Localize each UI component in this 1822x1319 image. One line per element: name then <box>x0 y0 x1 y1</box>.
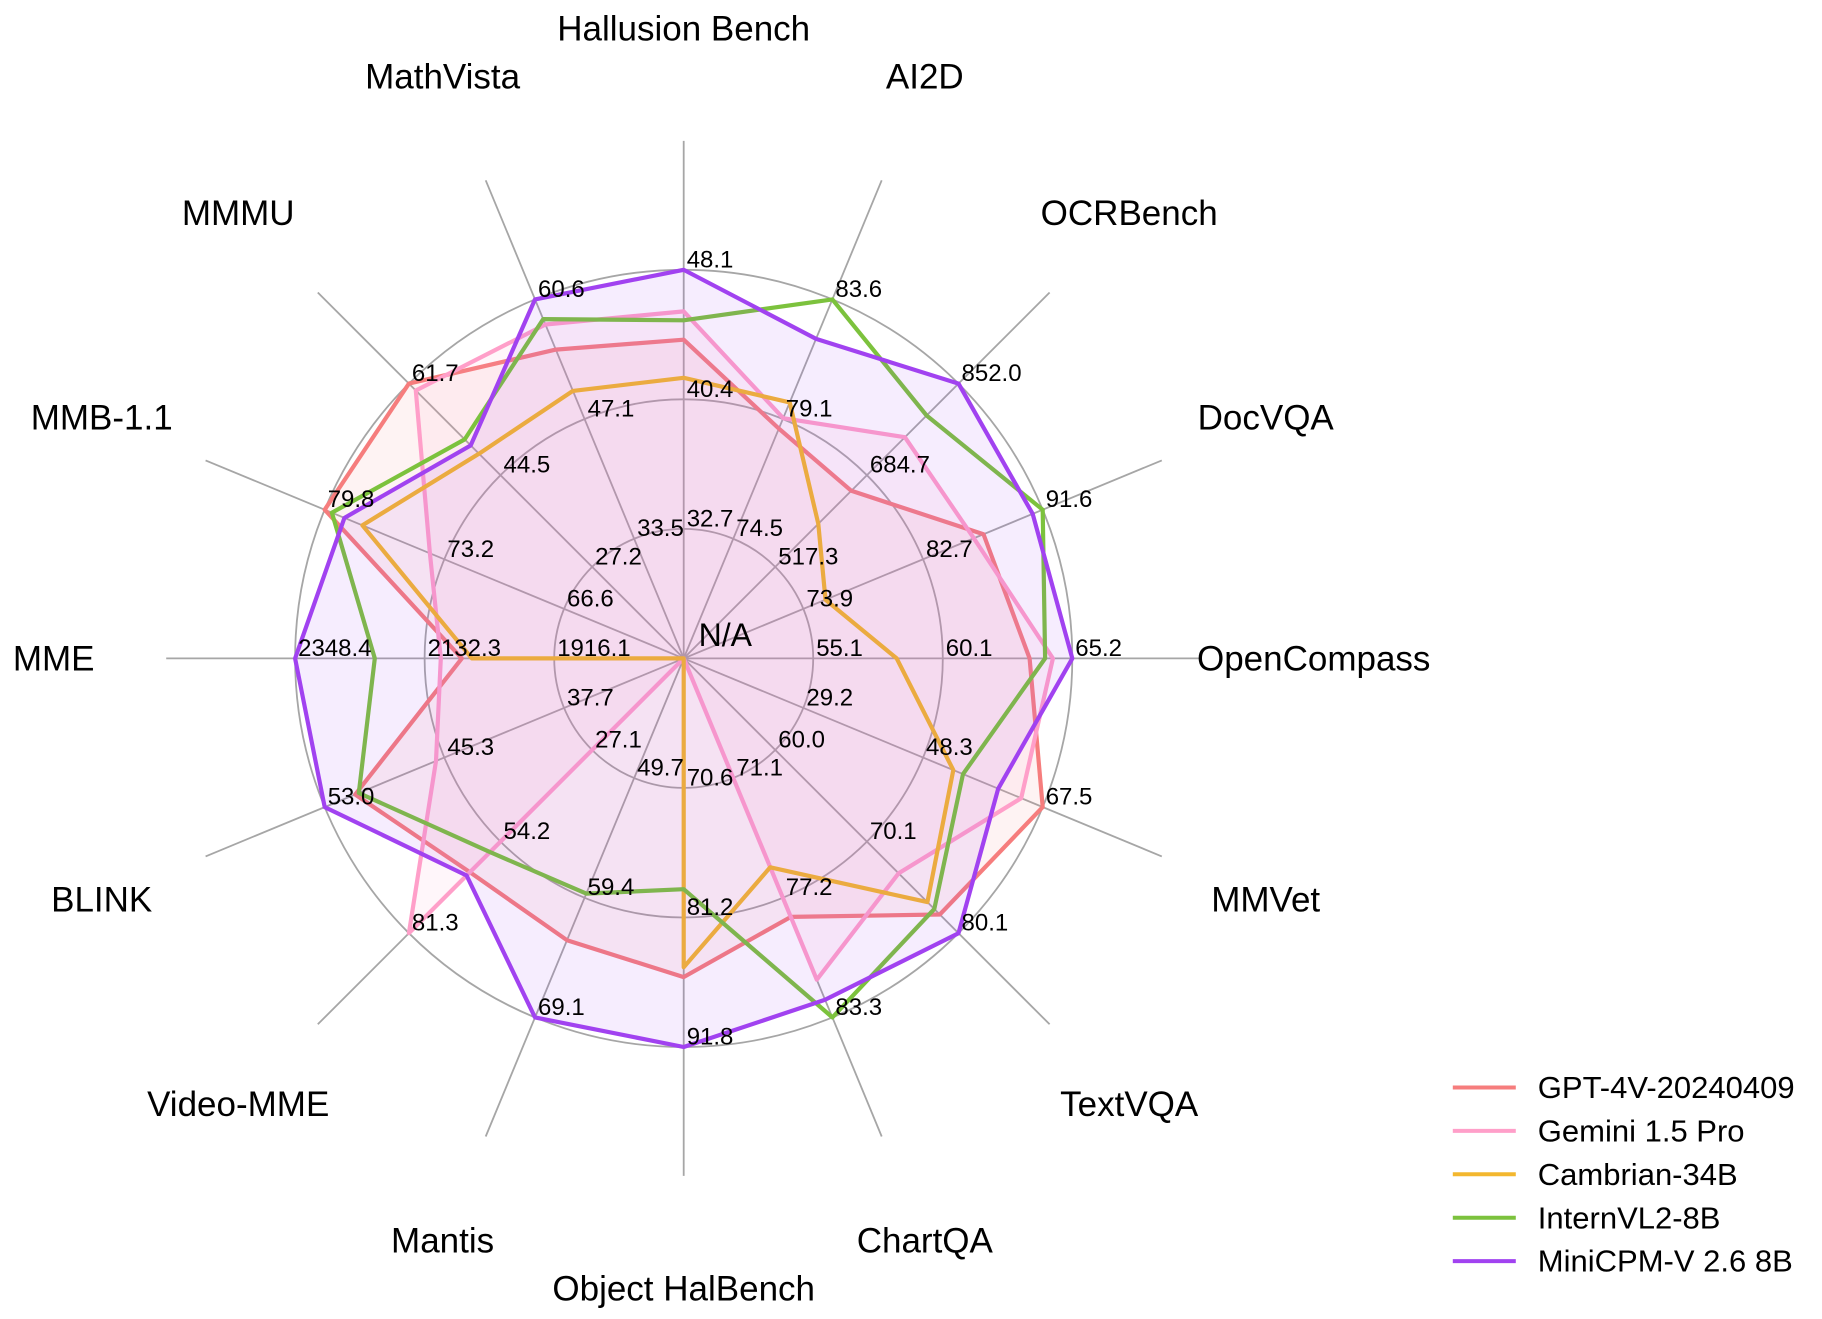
svg-text:OpenCompass: OpenCompass <box>1197 639 1430 678</box>
svg-text:Cambrian-34B: Cambrian-34B <box>1538 1157 1738 1192</box>
svg-text:37.7: 37.7 <box>567 685 614 712</box>
svg-text:Hallusion Bench: Hallusion Bench <box>557 9 810 48</box>
svg-text:60.6: 60.6 <box>538 276 585 303</box>
svg-text:44.5: 44.5 <box>504 452 551 479</box>
svg-text:BLINK: BLINK <box>51 881 152 920</box>
svg-text:MiniCPM-V 2.6 8B: MiniCPM-V 2.6 8B <box>1538 1244 1793 1279</box>
svg-text:852.0: 852.0 <box>962 360 1022 387</box>
svg-text:GPT-4V-20240409: GPT-4V-20240409 <box>1538 1070 1795 1105</box>
svg-text:59.4: 59.4 <box>588 874 635 901</box>
svg-text:91.8: 91.8 <box>687 1024 734 1051</box>
svg-text:80.1: 80.1 <box>962 910 1009 937</box>
svg-text:83.6: 83.6 <box>835 276 882 303</box>
svg-text:70.6: 70.6 <box>687 764 734 791</box>
svg-text:83.3: 83.3 <box>835 994 882 1021</box>
svg-text:49.7: 49.7 <box>637 755 684 782</box>
svg-text:Gemini 1.5 Pro: Gemini 1.5 Pro <box>1538 1114 1745 1149</box>
svg-text:29.2: 29.2 <box>806 685 853 712</box>
svg-text:48.1: 48.1 <box>687 246 734 273</box>
svg-text:61.7: 61.7 <box>412 360 459 387</box>
svg-text:1916.1: 1916.1 <box>557 635 630 662</box>
svg-text:69.1: 69.1 <box>538 994 585 1021</box>
svg-text:55.1: 55.1 <box>816 635 863 662</box>
svg-text:66.6: 66.6 <box>567 585 614 612</box>
svg-text:27.1: 27.1 <box>595 727 642 754</box>
svg-text:40.4: 40.4 <box>687 376 734 403</box>
svg-text:2348.4: 2348.4 <box>298 635 371 662</box>
svg-text:71.1: 71.1 <box>736 755 783 782</box>
svg-text:TextVQA: TextVQA <box>1060 1085 1199 1124</box>
svg-text:MathVista: MathVista <box>365 57 521 96</box>
svg-text:65.2: 65.2 <box>1075 635 1122 662</box>
svg-text:73.9: 73.9 <box>806 585 853 612</box>
svg-text:67.5: 67.5 <box>1046 784 1093 811</box>
svg-text:60.1: 60.1 <box>946 635 993 662</box>
svg-text:74.5: 74.5 <box>736 515 783 542</box>
svg-text:33.5: 33.5 <box>637 515 684 542</box>
svg-text:47.1: 47.1 <box>588 396 635 423</box>
svg-text:82.7: 82.7 <box>926 536 973 563</box>
svg-text:45.3: 45.3 <box>447 734 494 761</box>
svg-text:53.0: 53.0 <box>328 784 375 811</box>
svg-text:ChartQA: ChartQA <box>857 1221 994 1260</box>
svg-text:2132.3: 2132.3 <box>428 635 501 662</box>
svg-text:81.3: 81.3 <box>412 910 459 937</box>
svg-text:517.3: 517.3 <box>778 543 838 570</box>
svg-text:73.2: 73.2 <box>447 536 494 563</box>
svg-text:MME: MME <box>13 639 95 678</box>
svg-text:OCRBench: OCRBench <box>1041 194 1218 233</box>
svg-text:DocVQA: DocVQA <box>1198 398 1335 437</box>
svg-text:48.3: 48.3 <box>926 734 973 761</box>
svg-text:70.1: 70.1 <box>870 818 917 845</box>
svg-text:N/A: N/A <box>699 617 753 653</box>
svg-text:InternVL2-8B: InternVL2-8B <box>1538 1200 1721 1235</box>
svg-text:81.2: 81.2 <box>687 894 734 921</box>
svg-text:60.0: 60.0 <box>778 727 825 754</box>
svg-text:77.2: 77.2 <box>786 874 833 901</box>
svg-text:AI2D: AI2D <box>886 57 964 96</box>
svg-text:79.8: 79.8 <box>328 486 375 513</box>
svg-text:684.7: 684.7 <box>870 452 930 479</box>
svg-text:32.7: 32.7 <box>687 505 734 532</box>
svg-text:MMMU: MMMU <box>182 194 295 233</box>
svg-text:Video-MME: Video-MME <box>147 1085 329 1124</box>
svg-text:27.2: 27.2 <box>595 543 642 570</box>
svg-text:MMB-1.1: MMB-1.1 <box>31 398 173 437</box>
svg-text:Object HalBench: Object HalBench <box>552 1269 815 1308</box>
svg-text:91.6: 91.6 <box>1046 486 1093 513</box>
svg-text:MMVet: MMVet <box>1211 881 1320 920</box>
svg-text:Mantis: Mantis <box>391 1221 494 1260</box>
svg-text:54.2: 54.2 <box>504 818 551 845</box>
svg-text:79.1: 79.1 <box>786 396 833 423</box>
